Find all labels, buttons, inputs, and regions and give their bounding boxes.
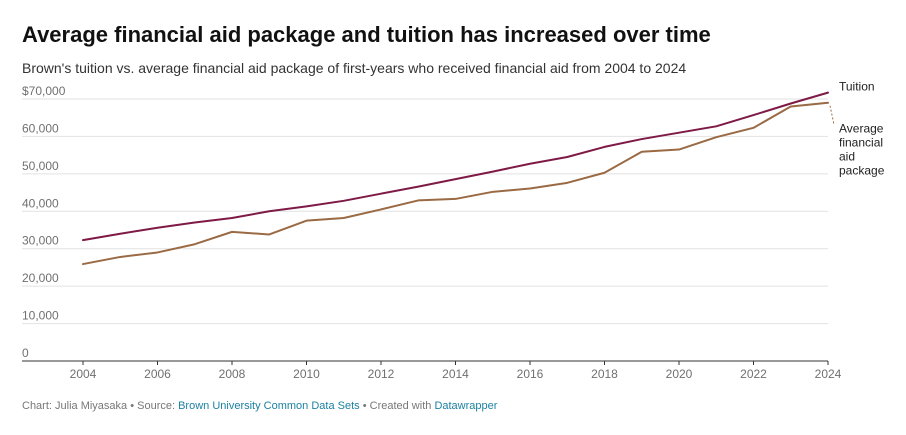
x-tick-label: 2010	[293, 367, 320, 381]
chart-footer: Chart: Julia Miyasaka • Source: Brown Un…	[22, 400, 497, 412]
y-tick-label: 10,000	[22, 309, 59, 323]
chart-title: Average financial aid package and tuitio…	[22, 22, 711, 47]
y-tick-label: 60,000	[22, 121, 59, 135]
x-tick-label: 2014	[442, 367, 469, 381]
series-line-financial-aid	[82, 101, 829, 266]
x-tick-label: 2020	[666, 367, 693, 381]
footer-separator: • Created with	[359, 400, 435, 412]
series-label-tuition: Tuition	[839, 80, 875, 94]
x-tick-label: 2012	[368, 367, 395, 381]
series-label-financial-aid: Average	[839, 122, 884, 136]
x-tick-label: 2006	[144, 367, 171, 381]
y-tick-label: $70,000	[22, 84, 66, 98]
footer-source-link[interactable]: Brown University Common Data Sets	[178, 400, 360, 412]
x-tick-label: 2016	[517, 367, 544, 381]
y-tick-label: 20,000	[22, 271, 59, 285]
line-chart: 0 10,000 20,000 30,000 40,000 50,000 60,000 $70…	[22, 80, 885, 381]
y-tick-label: 50,000	[22, 159, 59, 173]
chart-subtitle: Brown's tuition vs. average financial ai…	[22, 60, 687, 76]
footer-separator: • Source:	[127, 400, 179, 412]
y-tick-label: 0	[22, 346, 29, 360]
series-line-tuition	[82, 91, 829, 242]
x-tick-label: 2008	[219, 367, 246, 381]
y-tick-label: 30,000	[22, 234, 59, 248]
series-label-financial-aid: financial	[839, 136, 883, 150]
series-label-financial-aid: aid	[839, 150, 855, 164]
footer-tool-link[interactable]: Datawrapper	[434, 400, 498, 412]
series-label-connector	[829, 105, 835, 125]
x-tick-label: 2018	[591, 367, 618, 381]
footer-credit: Chart: Julia Miyasaka	[22, 400, 128, 412]
series-label-financial-aid: package	[839, 164, 885, 178]
x-tick-label: 2004	[70, 367, 97, 381]
x-tick-label: 2022	[740, 367, 767, 381]
x-tick-label: 2024	[815, 367, 842, 381]
y-tick-label: 40,000	[22, 196, 59, 210]
